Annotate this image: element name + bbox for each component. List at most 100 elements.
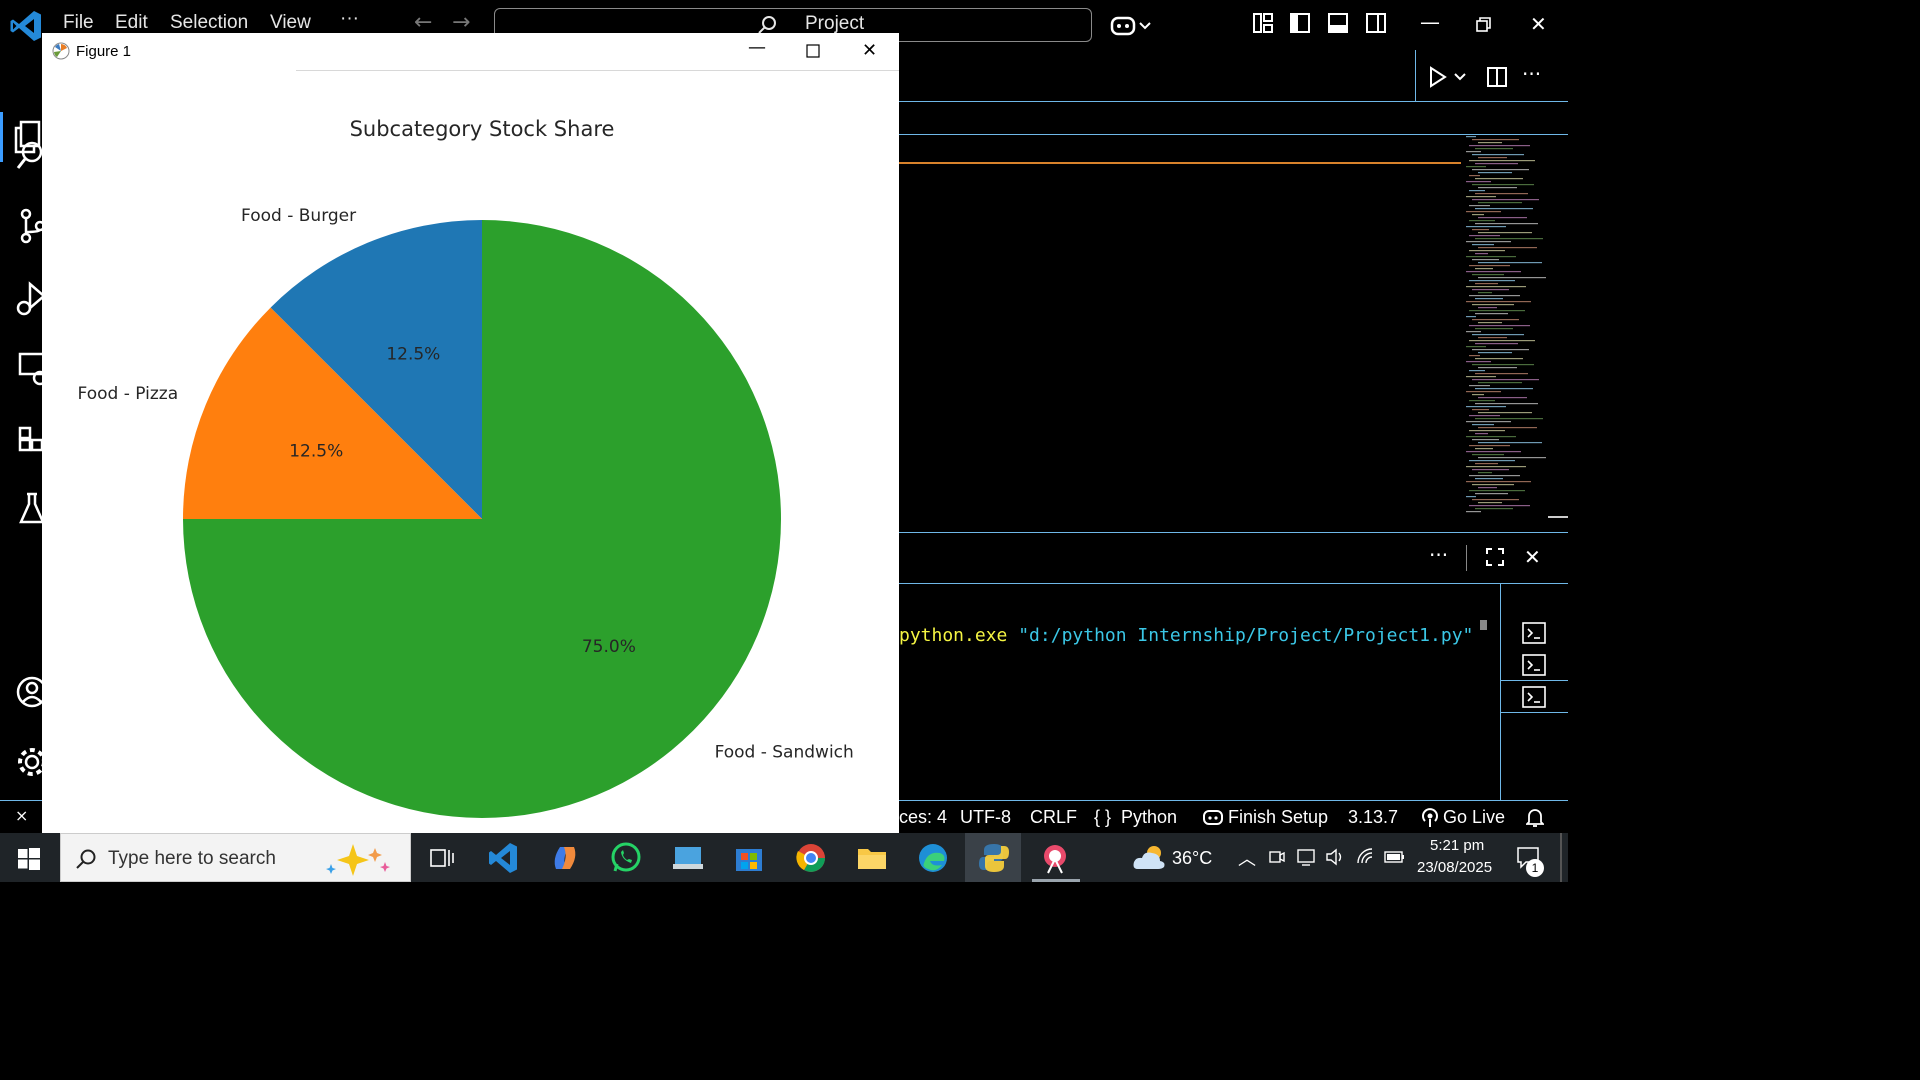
close-icon[interactable]: ✕	[1530, 12, 1547, 36]
forward-arrow-icon[interactable]: →	[452, 10, 471, 35]
minimap-line	[1475, 493, 1508, 495]
minimap-line	[1472, 139, 1519, 141]
minimap-line	[1469, 205, 1490, 207]
copilot-icon[interactable]	[1110, 14, 1154, 38]
minimap-line	[1469, 310, 1525, 312]
testing-icon[interactable]	[18, 490, 46, 526]
maximize-panel-icon[interactable]	[1485, 547, 1505, 567]
status-finish-setup[interactable]: Finish Setup	[1228, 807, 1329, 827]
battery-icon[interactable]	[1384, 849, 1406, 865]
clock-time[interactable]: 5:21 pm	[1430, 837, 1485, 854]
minimap-line	[1466, 211, 1501, 213]
source-control-icon[interactable]	[18, 206, 46, 246]
minimap-line	[1466, 241, 1511, 243]
run-python-file-icon[interactable]	[1428, 66, 1468, 88]
volume-icon[interactable]	[1325, 847, 1345, 867]
customize-layout-icon[interactable]	[1252, 12, 1274, 34]
terminal-tab-icon-active[interactable]	[1522, 686, 1546, 708]
status-eol[interactable]: CRLF	[1030, 807, 1078, 827]
minimap-line	[1478, 292, 1492, 294]
minimap-line	[1478, 457, 1546, 459]
remote-desktop-icon[interactable]	[671, 841, 705, 875]
minimap-line	[1466, 256, 1516, 258]
remote-indicator[interactable]: ⨯	[0, 801, 42, 833]
minimap-line	[1466, 151, 1481, 153]
menu-selection[interactable]: Selection	[170, 12, 249, 33]
minimap-line	[1475, 418, 1543, 420]
minimap-line	[1469, 415, 1500, 417]
terminal-tab-icon[interactable]	[1522, 622, 1546, 644]
minimap-line	[1469, 220, 1495, 222]
minimap-line	[1478, 262, 1542, 264]
wifi-icon[interactable]	[1356, 847, 1376, 867]
editor-more-actions-icon[interactable]: ···	[1522, 62, 1542, 86]
clock-date[interactable]: 23/08/2025	[1417, 859, 1493, 876]
figure-maximize-icon[interactable]	[806, 44, 820, 58]
minimap-line	[1469, 400, 1495, 402]
python-icon[interactable]	[977, 841, 1011, 875]
terminal-exe: python.exe	[899, 625, 1008, 646]
restore-icon[interactable]	[1476, 17, 1492, 33]
status-language[interactable]: Python	[1121, 807, 1178, 827]
pie-category-label: Food - Burger	[241, 206, 356, 226]
tray-overflow-chevron-icon[interactable]: ︿	[1238, 849, 1256, 869]
minimap-line	[1466, 466, 1526, 468]
minimap-line	[1466, 316, 1476, 318]
vscode-logo-icon	[10, 11, 41, 41]
whatsapp-icon[interactable]	[609, 841, 643, 875]
minimap-line	[1478, 472, 1492, 474]
search-icon[interactable]	[16, 138, 44, 174]
toggle-secondary-sidebar-icon[interactable]	[1365, 12, 1387, 34]
edge-icon[interactable]	[916, 841, 950, 875]
file-explorer-icon[interactable]	[855, 841, 889, 875]
meet-now-icon[interactable]	[1268, 848, 1286, 866]
run-and-debug-icon[interactable]	[16, 278, 44, 318]
explorer-icon[interactable]	[14, 118, 42, 154]
status-go-live[interactable]: Go Live	[1443, 807, 1506, 827]
minimap-line	[1472, 349, 1529, 351]
weather-temperature[interactable]: 36°C	[1172, 848, 1213, 868]
minimap-line	[1469, 505, 1530, 507]
menu-more[interactable]: ···	[340, 8, 359, 29]
split-editor-icon[interactable]	[1486, 66, 1508, 88]
accounts-icon[interactable]	[16, 674, 46, 710]
panel-more-actions-icon[interactable]: ···	[1429, 543, 1449, 567]
toggle-primary-sidebar-icon[interactable]	[1289, 12, 1311, 34]
copilot-app-icon[interactable]	[548, 841, 582, 875]
figure-title: Figure 1	[76, 43, 132, 60]
windows-start-icon[interactable]	[18, 848, 40, 870]
close-panel-icon[interactable]: ✕	[1524, 545, 1541, 569]
toggle-panel-icon[interactable]	[1327, 12, 1349, 34]
minimap-line	[1475, 298, 1503, 300]
minimap[interactable]	[1462, 136, 1548, 516]
pie-pct-label: 12.5%	[289, 441, 343, 461]
taskbar-search-box[interactable]: Type here to search	[60, 833, 411, 882]
figure-close-icon[interactable]: ✕	[862, 40, 878, 61]
pie-slice-food-burger	[270, 220, 482, 519]
status-indentation[interactable]: ces: 4	[899, 807, 948, 827]
figure-minimize-icon[interactable]: —	[748, 37, 766, 58]
vscode-taskbar-icon[interactable]	[486, 841, 520, 875]
menu-edit[interactable]: Edit	[115, 12, 148, 33]
menu-view[interactable]: View	[270, 12, 311, 33]
chrome-icon[interactable]	[794, 841, 828, 875]
notification-center-icon[interactable]	[1516, 846, 1542, 870]
menu-file[interactable]: File	[63, 12, 94, 33]
status-python-version[interactable]: 3.13.7	[1348, 807, 1399, 827]
minimap-line	[1475, 328, 1513, 330]
display-icon[interactable]	[1296, 847, 1316, 867]
windows-taskbar: Type here to search	[0, 833, 1568, 882]
minimap-line	[1475, 223, 1538, 225]
figure-titlebar[interactable]: Figure 1 — ✕	[42, 33, 899, 70]
back-arrow-icon[interactable]: ←	[414, 10, 433, 35]
task-view-icon[interactable]	[425, 841, 459, 875]
minimize-icon[interactable]: —	[1420, 10, 1440, 34]
minimap-line	[1475, 358, 1523, 360]
bell-icon[interactable]	[1526, 807, 1544, 827]
figure-divider	[296, 70, 899, 71]
status-encoding[interactable]: UTF-8	[960, 807, 1011, 827]
weather-cloud-icon[interactable]	[1132, 843, 1168, 873]
microsoft-store-icon[interactable]	[732, 841, 766, 875]
snipping-tool-icon[interactable]	[1038, 841, 1072, 875]
terminal-tab-icon[interactable]	[1522, 654, 1546, 676]
